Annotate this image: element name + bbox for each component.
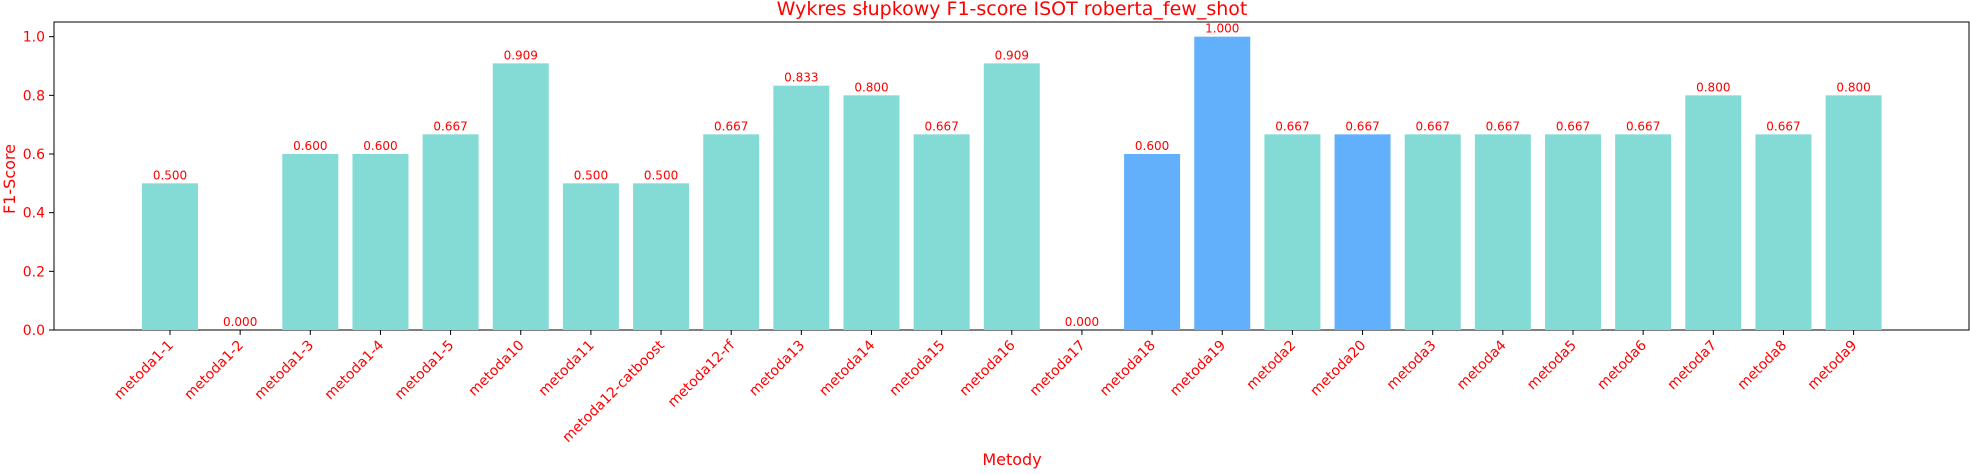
x-axis-label: Metody xyxy=(982,450,1041,469)
x-tick-label: metoda19 xyxy=(1167,338,1229,400)
bar-value-label: 0.500 xyxy=(644,168,678,182)
x-tick-label: metoda12-rf xyxy=(665,337,739,411)
bar-value-label: 0.667 xyxy=(1275,119,1309,133)
bar xyxy=(1404,134,1461,330)
bar-value-label: 0.667 xyxy=(1766,119,1800,133)
y-axis-label: F1-Score xyxy=(0,144,19,214)
bar xyxy=(1194,36,1251,331)
x-tick-label: metoda9 xyxy=(1805,338,1861,394)
bar xyxy=(1474,134,1531,330)
x-tick-label: metoda1-2 xyxy=(181,338,247,404)
bar-value-label: 0.600 xyxy=(1135,139,1169,153)
x-tick-label: metoda18 xyxy=(1097,338,1159,400)
bar xyxy=(1825,95,1882,330)
bar xyxy=(703,134,760,330)
bar-value-label: 0.667 xyxy=(714,119,748,133)
bar xyxy=(1545,134,1601,330)
bar-value-label: 0.800 xyxy=(854,80,888,94)
bar xyxy=(1755,134,1812,330)
x-tick-label: metoda1-5 xyxy=(392,338,458,404)
x-tick-label: metoda13 xyxy=(746,338,808,400)
x-tick-label: metoda1-1 xyxy=(111,338,177,404)
x-tick-label: metoda7 xyxy=(1664,338,1720,394)
x-tick-label: metoda5 xyxy=(1524,338,1580,394)
bar-value-label: 0.600 xyxy=(363,139,397,153)
bar-value-label: 0.600 xyxy=(293,139,327,153)
plot-area: 0.0 0.2 0.4 0.6 0.8 1.0 0.500 metoda1-1 0.000 met… xyxy=(23,21,1970,446)
bar-value-label: 0.800 xyxy=(1696,80,1730,94)
bar xyxy=(633,183,690,330)
bar xyxy=(913,134,970,330)
bar xyxy=(562,183,619,330)
bar xyxy=(492,63,549,331)
bar-value-label: 0.667 xyxy=(1345,119,1379,133)
bar-value-label: 0.500 xyxy=(153,168,187,182)
bar xyxy=(983,63,1040,331)
x-tick-label: metoda4 xyxy=(1454,337,1510,393)
bar xyxy=(1264,134,1321,330)
bar xyxy=(843,95,900,330)
bar-value-label: 0.667 xyxy=(1416,119,1450,133)
y-tick-label: 0.6 xyxy=(23,147,45,163)
x-tick-label: metoda11 xyxy=(536,338,598,400)
bar-value-label: 0.000 xyxy=(223,315,257,329)
bar-value-label: 0.667 xyxy=(433,119,467,133)
bar xyxy=(1615,134,1672,330)
y-tick-label: 0.4 xyxy=(23,206,45,222)
bar xyxy=(1334,134,1391,330)
bar-value-label: 0.667 xyxy=(924,119,958,133)
x-tick-label: metoda6 xyxy=(1594,337,1650,393)
bar-value-label: 1.000 xyxy=(1205,22,1239,36)
y-tick-label: 0.2 xyxy=(23,264,45,280)
bar-value-label: 0.800 xyxy=(1836,80,1870,94)
bar-value-label: 0.909 xyxy=(504,48,538,62)
bar xyxy=(282,154,339,330)
bar-value-label: 0.667 xyxy=(1486,119,1520,133)
bar-value-label: 0.667 xyxy=(1556,119,1590,133)
x-tick-label: metoda20 xyxy=(1307,338,1369,400)
bar xyxy=(1124,154,1181,330)
bar-value-label: 0.909 xyxy=(995,48,1029,62)
y-tick-label: 0.8 xyxy=(23,88,45,104)
bar xyxy=(142,183,198,330)
bar xyxy=(773,85,830,330)
x-tick-label: metoda3 xyxy=(1384,338,1440,394)
x-tick-label: metoda10 xyxy=(466,338,528,400)
bar xyxy=(422,134,479,330)
bar-value-label: 0.000 xyxy=(1065,315,1099,329)
x-tick-label: metoda14 xyxy=(816,337,878,399)
x-tick-label: metoda1-3 xyxy=(252,338,318,404)
x-tick-label: metoda15 xyxy=(887,338,949,400)
bar-value-label: 0.500 xyxy=(574,168,608,182)
x-tick-label: metoda1-4 xyxy=(322,337,388,403)
chart-title: Wykres słupkowy F1-score ISOT roberta_fe… xyxy=(777,0,1248,20)
bar xyxy=(352,154,409,330)
y-tick-label: 1.0 xyxy=(23,30,45,46)
y-tick-label: 0.0 xyxy=(23,323,45,339)
x-tick-label: metoda8 xyxy=(1735,338,1791,394)
x-tick-label: metoda2 xyxy=(1244,338,1300,394)
x-tick-label: metoda16 xyxy=(957,337,1019,399)
bar-value-label: 0.667 xyxy=(1626,119,1660,133)
x-tick-label: metoda17 xyxy=(1027,338,1089,400)
bar-value-label: 0.833 xyxy=(784,71,818,85)
bar xyxy=(1685,95,1742,330)
